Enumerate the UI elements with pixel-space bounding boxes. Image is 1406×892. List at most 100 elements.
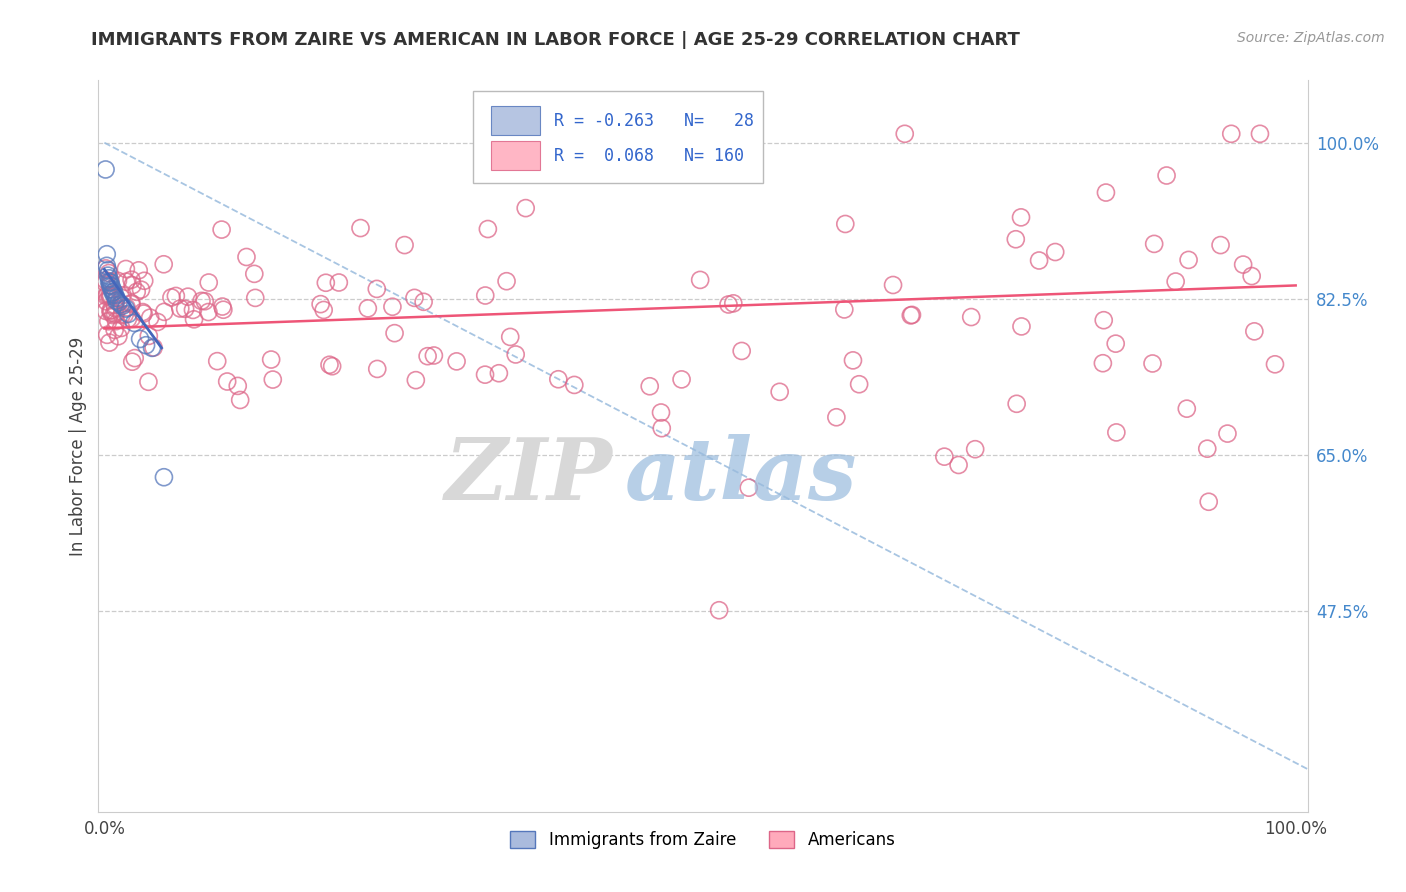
Point: [235, 250, 257, 264]
Point: [842, 353, 865, 368]
Point: [117, 312, 139, 326]
Point: [115, 262, 138, 277]
Point: [1197, 442, 1219, 456]
Point: [98, 271, 121, 285]
Point: [125, 285, 148, 299]
Point: [94, 304, 117, 318]
Point: [104, 323, 127, 337]
Point: [1092, 313, 1115, 327]
Point: [124, 351, 146, 365]
Point: [94, 162, 117, 177]
Point: [98, 278, 121, 293]
Point: [848, 377, 870, 392]
Point: [394, 238, 416, 252]
Point: [404, 291, 426, 305]
Point: [97, 263, 120, 277]
Point: [103, 285, 125, 299]
Point: [1010, 211, 1032, 225]
Point: [834, 217, 856, 231]
Point: [1005, 397, 1028, 411]
Point: [114, 301, 136, 316]
Point: [104, 307, 127, 321]
Point: [638, 379, 661, 393]
Point: [107, 295, 129, 310]
Point: [98, 277, 121, 292]
Point: [505, 347, 527, 361]
Point: [893, 127, 915, 141]
Point: [111, 308, 134, 322]
Point: [689, 273, 711, 287]
Point: [540, 156, 562, 170]
Point: [132, 307, 155, 321]
Point: [169, 301, 191, 316]
Point: [965, 442, 987, 457]
Point: [94, 261, 117, 276]
Point: [262, 373, 284, 387]
Point: [562, 378, 585, 392]
Point: [96, 259, 118, 273]
Point: [901, 308, 924, 322]
Point: [139, 310, 162, 325]
Text: R = -0.263   N=   28: R = -0.263 N= 28: [554, 112, 754, 129]
Point: [245, 291, 267, 305]
Point: [107, 329, 129, 343]
Point: [1028, 253, 1050, 268]
Point: [100, 303, 122, 318]
Point: [1105, 336, 1128, 351]
Point: [1209, 238, 1232, 252]
Text: R =  0.068   N= 160: R = 0.068 N= 160: [554, 146, 744, 165]
Point: [217, 375, 239, 389]
Point: [107, 274, 129, 288]
Point: [1175, 401, 1198, 416]
Legend: Immigrants from Zaire, Americans: Immigrants from Zaire, Americans: [503, 824, 903, 856]
Point: [142, 341, 165, 355]
Point: [190, 293, 212, 308]
Point: [384, 326, 406, 340]
Point: [312, 302, 335, 317]
Point: [495, 274, 517, 288]
Text: IMMIGRANTS FROM ZAIRE VS AMERICAN IN LABOR FORCE | AGE 25-29 CORRELATION CHART: IMMIGRANTS FROM ZAIRE VS AMERICAN IN LAB…: [91, 31, 1021, 49]
Point: [381, 300, 404, 314]
Point: [1164, 275, 1187, 289]
Point: [121, 296, 143, 310]
Point: [111, 299, 134, 313]
Point: [122, 316, 145, 330]
Point: [129, 283, 152, 297]
Point: [197, 305, 219, 319]
Point: [134, 274, 156, 288]
Point: [1143, 236, 1166, 251]
Point: [769, 384, 792, 399]
Point: [98, 335, 121, 350]
Point: [960, 310, 983, 324]
Point: [212, 302, 235, 317]
Point: [260, 352, 283, 367]
Point: [488, 366, 510, 380]
FancyBboxPatch shape: [474, 91, 763, 183]
Point: [366, 362, 388, 376]
Point: [834, 302, 856, 317]
Text: Source: ZipAtlas.com: Source: ZipAtlas.com: [1237, 31, 1385, 45]
Point: [111, 288, 134, 302]
Text: atlas: atlas: [624, 434, 856, 517]
Point: [825, 410, 848, 425]
Point: [882, 278, 904, 293]
Point: [152, 257, 174, 271]
Point: [121, 354, 143, 368]
Point: [1011, 319, 1033, 334]
Point: [315, 276, 337, 290]
Point: [96, 294, 118, 309]
Point: [197, 276, 219, 290]
Point: [1156, 169, 1178, 183]
Point: [120, 297, 142, 311]
Point: [1216, 426, 1239, 441]
Point: [318, 358, 340, 372]
Point: [135, 338, 157, 352]
Point: [416, 349, 439, 363]
Point: [100, 275, 122, 289]
Point: [183, 312, 205, 326]
Point: [98, 289, 121, 303]
Point: [211, 222, 233, 236]
Point: [731, 343, 754, 358]
Point: [100, 288, 122, 302]
Point: [723, 296, 745, 310]
